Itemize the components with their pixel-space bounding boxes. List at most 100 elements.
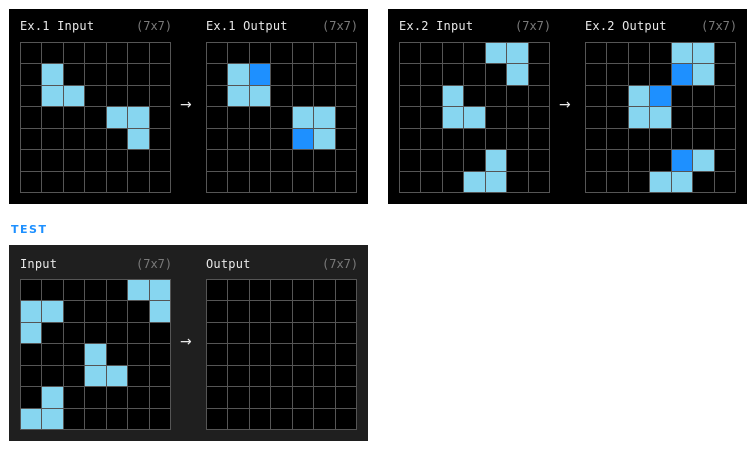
- grid-cell: [271, 43, 292, 64]
- grid-cell[interactable]: [335, 280, 356, 301]
- grid-cell[interactable]: [314, 365, 335, 387]
- grid-cell: [149, 43, 170, 64]
- grid-cell[interactable]: [228, 322, 249, 344]
- grid-cell: [335, 128, 356, 150]
- grid-cell[interactable]: [249, 344, 271, 365]
- grid-cell: [650, 150, 671, 171]
- grid-cell[interactable]: [292, 387, 314, 408]
- grid-cell: [42, 128, 63, 150]
- grid-cell: [149, 280, 170, 301]
- grid-cell: [628, 107, 650, 128]
- grid-cell: [421, 171, 442, 192]
- grid-cell[interactable]: [228, 365, 249, 387]
- grid-cell[interactable]: [314, 322, 335, 344]
- grid-cell: [128, 301, 149, 322]
- grid-cell: [314, 43, 335, 64]
- grid-cell[interactable]: [335, 344, 356, 365]
- grid-cell[interactable]: [228, 408, 249, 429]
- grid-cell[interactable]: [271, 322, 292, 344]
- grid-cell[interactable]: [292, 301, 314, 322]
- grid-cell: [650, 64, 671, 85]
- grid-cell[interactable]: [335, 322, 356, 344]
- grid-cell: [21, 128, 42, 150]
- grid-cell[interactable]: [292, 280, 314, 301]
- grid-cell: [128, 344, 149, 365]
- example-1-output-label: Ex.1 Output: [206, 19, 288, 33]
- grid-cell: [228, 85, 249, 107]
- grid-cell: [292, 64, 314, 85]
- grid-cell[interactable]: [207, 322, 228, 344]
- grid-cell: [207, 128, 228, 150]
- grid-cell[interactable]: [271, 301, 292, 322]
- grid-cell: [693, 150, 714, 171]
- grid-cell: [400, 150, 421, 171]
- grid-cell: [586, 107, 607, 128]
- grid-cell: [528, 85, 549, 107]
- grid-cell[interactable]: [335, 408, 356, 429]
- grid-cell: [149, 85, 170, 107]
- grid-cell[interactable]: [207, 408, 228, 429]
- grid-cell: [442, 107, 464, 128]
- grid-cell: [650, 43, 671, 64]
- grid-cell: [485, 64, 507, 85]
- grid-cell[interactable]: [335, 365, 356, 387]
- grid-cell: [228, 150, 249, 171]
- grid-cell[interactable]: [314, 301, 335, 322]
- grid-cell: [586, 171, 607, 192]
- grid-cell[interactable]: [292, 365, 314, 387]
- grid-cell: [442, 128, 464, 150]
- grid-cell[interactable]: [228, 301, 249, 322]
- grid-cell: [607, 150, 628, 171]
- grid-cell: [106, 85, 128, 107]
- grid-cell[interactable]: [292, 408, 314, 429]
- grid-cell[interactable]: [207, 387, 228, 408]
- grid-cell: [528, 107, 549, 128]
- grid-cell[interactable]: [207, 280, 228, 301]
- grid-cell: [464, 85, 485, 107]
- test-output-grid[interactable]: [206, 279, 357, 430]
- grid-cell[interactable]: [249, 280, 271, 301]
- grid-cell[interactable]: [271, 280, 292, 301]
- grid-cell[interactable]: [249, 387, 271, 408]
- grid-cell[interactable]: [249, 365, 271, 387]
- grid-cell[interactable]: [271, 365, 292, 387]
- grid-cell[interactable]: [249, 408, 271, 429]
- grid-cell[interactable]: [207, 344, 228, 365]
- grid-cell: [63, 43, 85, 64]
- grid-cell[interactable]: [228, 387, 249, 408]
- grid-cell: [292, 107, 314, 128]
- grid-cell[interactable]: [207, 365, 228, 387]
- grid-cell[interactable]: [314, 280, 335, 301]
- grid-cell[interactable]: [271, 344, 292, 365]
- grid-cell[interactable]: [335, 387, 356, 408]
- grid-cell[interactable]: [249, 322, 271, 344]
- grid-cell: [128, 365, 149, 387]
- grid-cell[interactable]: [271, 387, 292, 408]
- grid-cell[interactable]: [292, 322, 314, 344]
- grid-cell: [400, 107, 421, 128]
- grid-cell: [693, 128, 714, 150]
- grid-cell: [314, 64, 335, 85]
- grid-cell[interactable]: [228, 344, 249, 365]
- grid-cell[interactable]: [314, 408, 335, 429]
- grid-cell[interactable]: [314, 344, 335, 365]
- grid-cell[interactable]: [271, 408, 292, 429]
- grid-cell[interactable]: [314, 387, 335, 408]
- grid-cell[interactable]: [249, 301, 271, 322]
- grid-cell[interactable]: [335, 301, 356, 322]
- grid-cell: [149, 301, 170, 322]
- grid-cell: [21, 301, 42, 322]
- grid-cell[interactable]: [207, 301, 228, 322]
- grid-cell: [249, 64, 271, 85]
- grid-cell: [485, 85, 507, 107]
- grid-cell: [63, 408, 85, 429]
- grid-cell: [128, 322, 149, 344]
- grid-cell: [21, 43, 42, 64]
- grid-cell[interactable]: [228, 280, 249, 301]
- grid-cell: [149, 344, 170, 365]
- grid-cell: [85, 365, 106, 387]
- grid-cell[interactable]: [292, 344, 314, 365]
- grid-cell: [249, 85, 271, 107]
- grid-cell: [42, 43, 63, 64]
- example-1-output-dims: (7x7): [322, 19, 359, 33]
